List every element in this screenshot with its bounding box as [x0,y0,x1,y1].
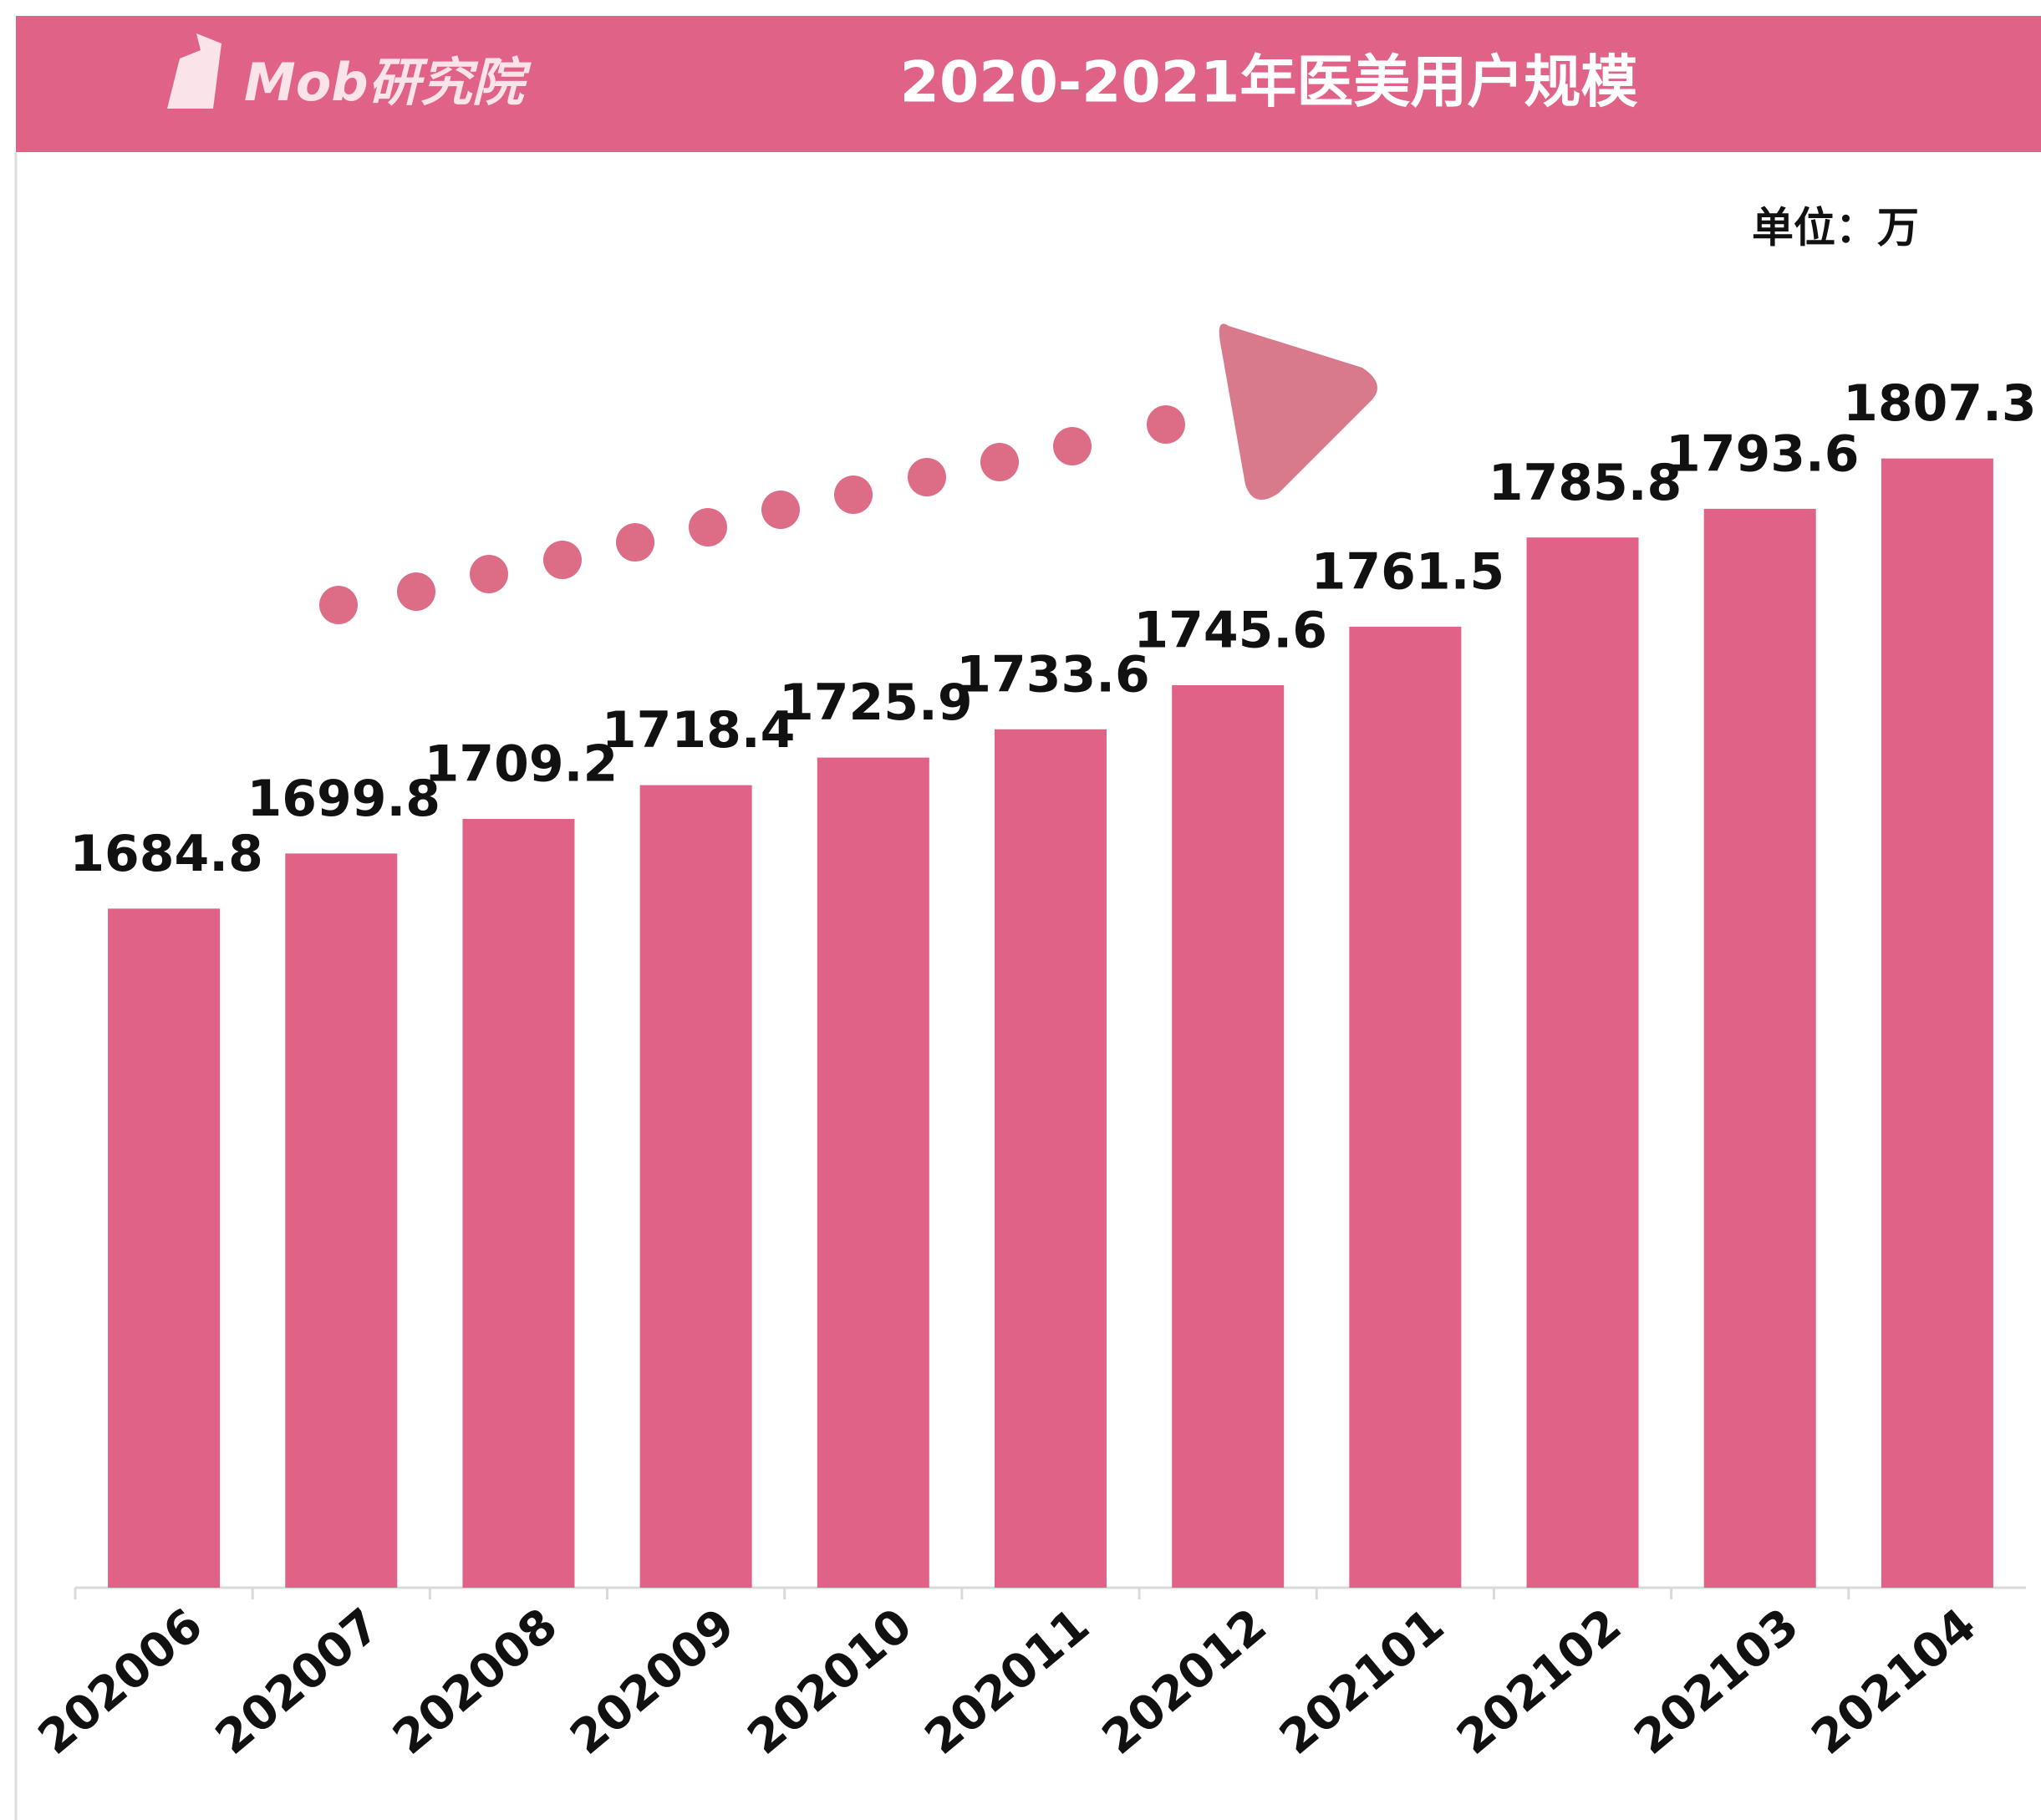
chart-title: 2020-2021年医美用户规模 [900,50,1638,116]
trend-dot [908,458,946,496]
trend-dot [761,491,800,529]
chart: Mob研究院 2020-2021年医美用户规模 单位：万 1684.820200… [0,0,2041,1820]
trend-dot [543,541,582,579]
bar [817,758,929,1588]
trend-dot [397,572,435,611]
data-label: 1785.8 [1489,454,1682,512]
bar [285,853,397,1588]
data-label: 1761.5 [1311,543,1505,602]
bar [462,819,574,1588]
data-label: 1684.8 [69,825,263,883]
data-label: 1718.4 [602,701,796,760]
bar [1349,627,1461,1588]
bar [640,785,752,1588]
bar [1881,459,1993,1588]
trend-dot [834,475,873,514]
trend-dot [319,586,358,624]
bar [1527,537,1639,1588]
trend-dot [980,443,1019,481]
bar [1704,509,1816,1588]
bar [1172,685,1284,1588]
bar [108,908,220,1588]
data-label: 1725.9 [779,674,973,732]
data-label: 1793.6 [1666,424,1860,483]
data-label: 1709.2 [425,735,618,794]
unit-note: 单位：万 [1752,204,1919,252]
trend-dot [689,508,727,547]
trend-dot [470,555,508,593]
data-label: 1807.3 [1843,374,2037,433]
data-label: 1745.6 [1133,602,1327,660]
data-label: 1733.6 [956,645,1150,704]
trend-dot [1053,427,1092,465]
trend-dot [616,523,654,562]
bar [995,730,1107,1588]
data-label: 1699.8 [247,770,440,828]
trend-dot [1147,405,1185,444]
logo-text: Mob研究院 [244,52,532,113]
